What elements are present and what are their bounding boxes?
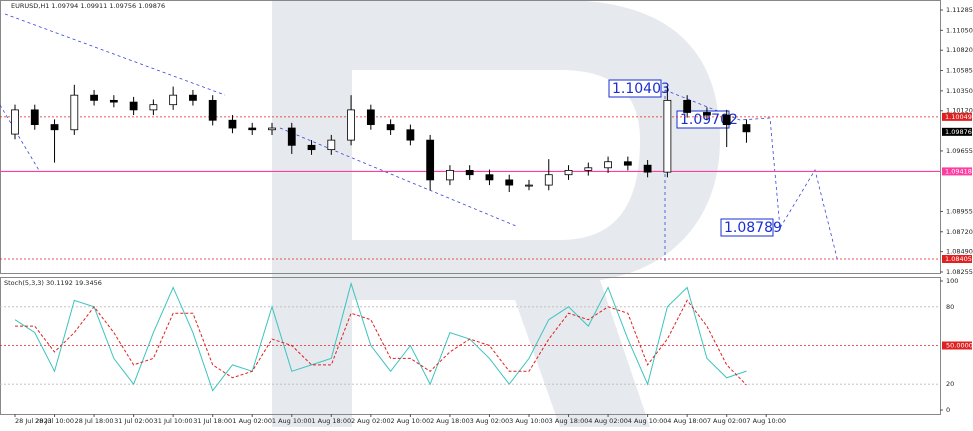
candle-body: [643, 164, 652, 173]
x-tick-label: 4 Aug 10:00: [628, 417, 668, 425]
x-tick-label: 31 Jul 18:00: [193, 417, 232, 425]
y-tick-label: 1.08255: [946, 268, 973, 276]
x-tick-label: 4 Aug 18:00: [667, 417, 707, 425]
candle-body: [742, 124, 751, 133]
stoch-line: [14, 281, 747, 392]
y-tick-label: 1.10820: [946, 46, 973, 54]
x-tick-label: 4 Aug 02:00: [588, 417, 628, 425]
annotation: 1.08789: [724, 220, 782, 236]
level-label: 1.08405: [945, 255, 972, 263]
annotation-box: [608, 79, 662, 98]
x-tick-label: 7 Aug 02:00: [707, 417, 747, 425]
x-tick-label: 2 Aug 10:00: [391, 417, 431, 425]
y-tick-label: 0: [946, 406, 950, 414]
y-tick-label: 1.10585: [946, 67, 973, 75]
x-tick-label: 1 Aug 02:00: [232, 417, 272, 425]
x-tick-label: 2 Aug 18:00: [430, 417, 470, 425]
candle-body: [406, 129, 415, 141]
y-tick-label: 50.0000: [946, 342, 973, 350]
annotation-box: [720, 218, 774, 237]
candle-body: [208, 99, 217, 121]
stoch-frame: [0, 277, 941, 415]
y-tick-label: 1.08720: [946, 228, 973, 236]
x-tick-label: 7 Aug 10:00: [746, 417, 786, 425]
candle-body: [149, 104, 158, 111]
candle-body: [268, 127, 276, 131]
level-label: 1.09876: [945, 128, 972, 136]
level-label-bg: [942, 341, 972, 350]
candle-body: [347, 109, 355, 141]
candle-body: [604, 161, 612, 169]
y-tick-label: 1.08955: [946, 207, 973, 215]
main-title: EURUSD,H1 1.09794 1.09911 1.09756 1.0987…: [11, 2, 165, 10]
candle-body: [683, 99, 692, 113]
candle-body: [228, 119, 237, 129]
y-tick-label: 80: [946, 303, 954, 311]
y-tick-label: 1.10350: [946, 87, 973, 95]
candle-body: [465, 169, 474, 176]
candle-body: [90, 94, 98, 101]
y-tick-label: 1.11050: [946, 26, 973, 34]
x-tick-label: 28 Jul 2023: [15, 417, 52, 425]
y-tick-label: 100: [946, 277, 958, 285]
x-tick-label: 3 Aug 18:00: [549, 417, 589, 425]
y-tick-label: 20: [946, 380, 954, 388]
candle-body: [584, 167, 593, 171]
level-label-bg: [942, 112, 972, 121]
candle-body: [248, 127, 257, 131]
y-tick-label: 1.10120: [946, 107, 973, 115]
candle-body: [307, 144, 316, 151]
candle-body: [525, 184, 533, 187]
candle-body: [129, 101, 138, 111]
candle-body: [446, 169, 454, 181]
level-label-bg: [942, 254, 972, 263]
y-tick-label: 1.09655: [946, 147, 973, 155]
level-label-bg: [942, 127, 972, 136]
x-tick-label: 3 Aug 02:00: [470, 417, 510, 425]
stoch-line: [15, 299, 747, 386]
candle-body: [386, 124, 395, 131]
watermark: [272, 0, 720, 427]
candle-body: [30, 109, 39, 125]
candle-body: [426, 139, 435, 181]
x-tick-label: 2 Aug 02:00: [351, 417, 391, 425]
y-tick-label: 1.11285: [946, 6, 973, 14]
level-label-bg: [942, 167, 972, 176]
candle-body: [70, 94, 79, 131]
x-tick-label: 31 Jul 02:00: [114, 417, 153, 425]
candle-body: [327, 139, 336, 151]
candle-body: [485, 174, 494, 181]
candle-body: [703, 112, 711, 116]
candle-body: [11, 109, 19, 135]
level-label: 1.10049: [945, 113, 972, 121]
x-tick-label: 3 Aug 10:00: [509, 417, 549, 425]
candle-body: [169, 94, 178, 106]
x-tick-label: 1 Aug 10:00: [272, 417, 312, 425]
x-tick-label: 28 Jul 10:00: [35, 417, 74, 425]
candle-body: [50, 124, 59, 131]
candle-body: [287, 127, 296, 146]
candle-body: [505, 179, 514, 186]
y-tick-label: 1.08490: [946, 248, 973, 256]
candle-body: [366, 109, 375, 125]
candle-body: [663, 99, 672, 173]
candle-body: [189, 94, 197, 101]
annotation: 1.10403: [612, 81, 670, 97]
x-tick-label: 31 Jul 10:00: [154, 417, 193, 425]
candle-body: [544, 174, 553, 186]
candle-body: [109, 99, 118, 103]
candle-body: [564, 169, 573, 176]
x-tick-label: 1 Aug 18:00: [311, 417, 351, 425]
level-label: 1.09418: [945, 167, 972, 175]
stoch-title: Stoch(5,3,3) 30.1192 19.3456: [4, 279, 102, 287]
main-frame: [0, 0, 941, 274]
candle-body: [722, 114, 731, 125]
x-tick-label: 28 Jul 18:00: [75, 417, 114, 425]
candle-body: [623, 161, 632, 166]
